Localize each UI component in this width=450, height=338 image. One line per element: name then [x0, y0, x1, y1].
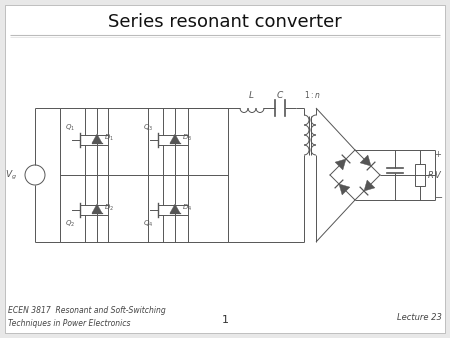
Polygon shape [335, 159, 346, 170]
Text: ECEN 3817  Resonant and Soft-Switching
Techniques in Power Electronics: ECEN 3817 Resonant and Soft-Switching Te… [8, 306, 166, 328]
Text: $1 : n$: $1 : n$ [304, 89, 320, 100]
Text: $V$: $V$ [434, 169, 442, 180]
Polygon shape [360, 155, 371, 166]
Text: $Q_3$: $Q_3$ [143, 123, 153, 133]
Polygon shape [92, 134, 102, 143]
Text: $Q_2$: $Q_2$ [65, 219, 75, 229]
Text: $+$: $+$ [434, 149, 442, 159]
Text: $D_1$: $D_1$ [104, 133, 114, 143]
Text: 1: 1 [221, 315, 229, 325]
Polygon shape [92, 204, 102, 213]
Text: $L$: $L$ [248, 89, 254, 100]
Polygon shape [339, 184, 350, 195]
Text: $D_4$: $D_4$ [182, 203, 192, 213]
Text: Lecture 23: Lecture 23 [397, 313, 442, 321]
Text: $D_2$: $D_2$ [104, 203, 114, 213]
Text: $R$: $R$ [427, 169, 434, 180]
Text: $Q_1$: $Q_1$ [65, 123, 75, 133]
Text: $-$: $-$ [434, 191, 443, 201]
Bar [60, 108, 228, 242]
FancyBboxPatch shape [5, 5, 445, 333]
Polygon shape [170, 134, 180, 143]
Text: $D_3$: $D_3$ [182, 133, 192, 143]
Text: $Q_4$: $Q_4$ [143, 219, 153, 229]
Polygon shape [364, 180, 375, 191]
Text: Series resonant converter: Series resonant converter [108, 13, 342, 31]
Polygon shape [170, 204, 180, 213]
Text: $C$: $C$ [276, 89, 284, 100]
Bar [415, 164, 425, 186]
Text: $V_g$: $V_g$ [5, 168, 17, 182]
